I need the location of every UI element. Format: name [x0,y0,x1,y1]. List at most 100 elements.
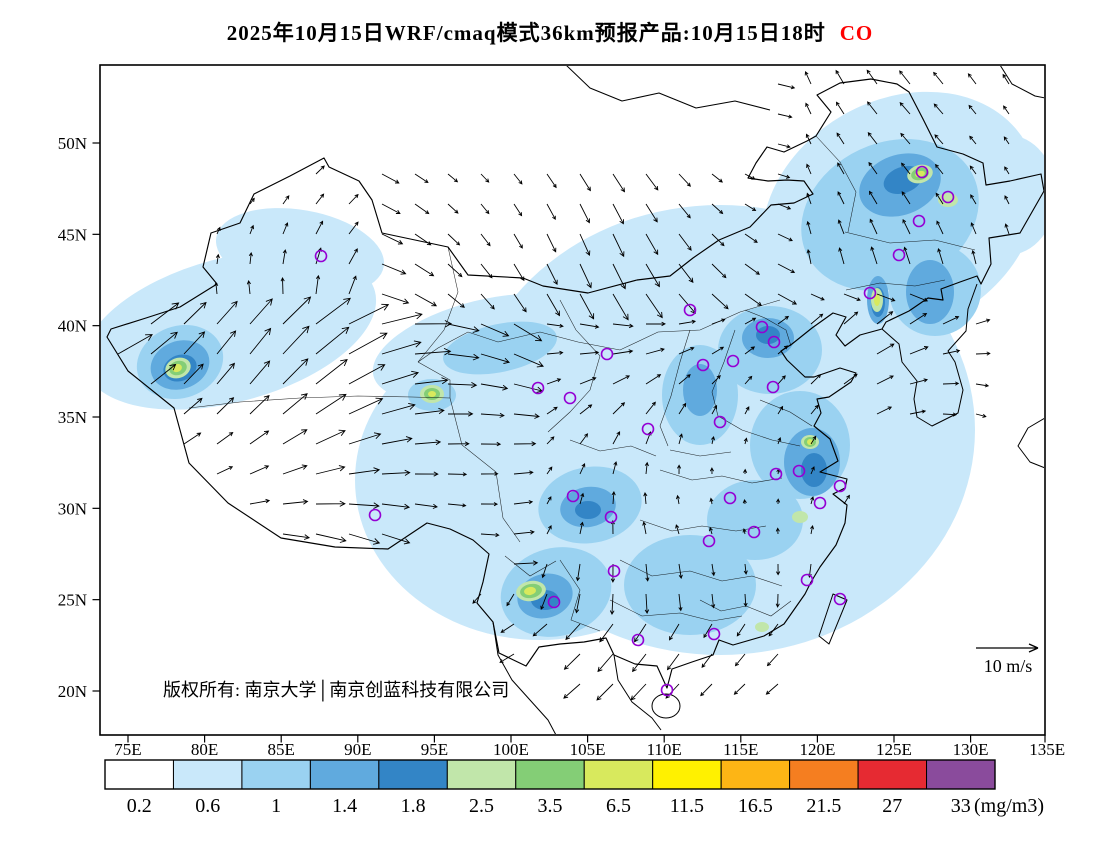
wind-arrow [183,432,202,445]
wind-arrow [744,346,756,355]
wind-arrow [447,382,478,389]
wind-arrow [975,318,991,325]
wind-arrow [540,593,548,610]
wind-arrow [513,263,525,282]
wind-arrow [870,246,878,265]
wind-arrow [447,263,463,278]
city-marker [683,303,697,317]
map-frame-border [99,64,1046,736]
wind-arrow [546,293,560,317]
wind-arrow [645,401,656,415]
wind-arrow [711,263,727,279]
wind-arrow [315,165,325,175]
province-border [547,299,601,433]
colorbar-tick-label: 3.5 [538,795,563,817]
city-marker [707,627,721,641]
wind-arrow [381,312,423,325]
co-fill-region [683,364,717,416]
wind-arrow [810,435,817,445]
wind-arrow [381,173,400,184]
wind-arrow [744,203,757,211]
wind-arrow [216,330,237,355]
y-tick-label: 30N [58,499,87,518]
wind-arrow [876,375,894,385]
wind-arrow [414,263,435,277]
wind-arrow [447,353,480,361]
wind-arrow [936,220,944,235]
wind-arrow [246,280,251,295]
wind-arrow [183,363,204,385]
wind-arrow [513,500,534,505]
wind-arrow [775,527,780,535]
wind-reference: 10 m/s [976,643,1039,676]
wind-arrow [249,360,271,385]
wind-arrow [711,563,716,577]
province-border [559,559,601,632]
province-border [815,135,857,233]
wind-arrow [903,246,911,265]
wind-arrow [642,521,647,535]
colorbar-segment [309,759,380,790]
wind-arrow [480,441,502,447]
wind-arrow [117,334,153,355]
wind-arrow [414,407,445,415]
wind-arrow [777,203,792,210]
wind-arrow [513,529,535,535]
wind-arrow [480,263,493,279]
colorbar-tick-label: 0.6 [195,795,220,817]
wind-arrow [678,402,687,415]
wind-arrow [381,203,401,214]
wind-arrow [970,222,977,235]
x-tick-label: 110E [647,740,682,759]
wind-arrow [282,296,312,325]
wind-arrow [348,303,390,325]
city-marker [660,683,674,697]
x-tick-label: 90E [344,740,371,759]
colorbar-tick-label: 2.5 [469,795,494,817]
wind-arrow [777,263,796,274]
coastline [1000,66,1044,99]
wind-arrow [612,233,625,258]
province-border [659,469,783,484]
wind-arrow [348,332,388,355]
city-marker [912,214,926,228]
wind-arrow [216,300,238,325]
wind-arrow [183,397,203,415]
city-marker [766,380,780,394]
wind-arrow [869,190,878,205]
wind-arrow [975,413,987,418]
wind-arrow [579,173,591,192]
wind-arrow [315,297,351,325]
wind-arrow [579,203,590,224]
wind-reference-arrow-icon [976,643,1039,653]
wind-arrow [381,469,411,476]
wind-arrow [645,173,659,191]
wind-arrow [876,343,895,355]
province-border [569,439,657,457]
wind-arrow [216,432,234,445]
wind-arrow [777,113,793,119]
wind-arrow [678,593,683,612]
wind-arrow [506,593,515,607]
colorbar-tick-label: 21.5 [806,795,841,817]
wind-arrow [868,161,878,175]
wind-arrow [579,263,592,289]
wind-arrow [678,374,691,385]
wind-arrow [282,325,310,355]
province-border [717,415,801,447]
city-marker [641,422,655,436]
province-border [188,395,451,409]
wind-arrow [742,528,747,535]
wind-arrow [579,350,600,355]
wind-arrow [612,375,631,385]
wind-arrow [499,653,515,663]
wind-arrow [678,263,694,283]
wind-reference-label: 10 m/s [984,656,1033,676]
wind-arrow [596,683,614,701]
wind-arrow [744,317,757,325]
wind-arrow [546,496,552,505]
wind-arrow [513,413,540,419]
wind-arrow [645,293,663,319]
wind-arrow [777,143,791,149]
wind-arrow [866,69,878,85]
